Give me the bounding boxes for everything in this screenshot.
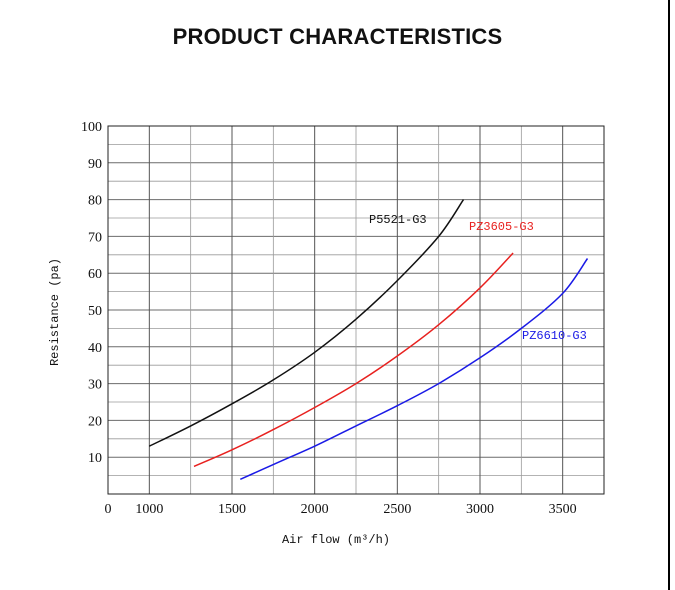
y-tick-label: 50 — [88, 304, 102, 319]
x-tick-label: 0 — [105, 502, 112, 517]
x-tick-label: 1500 — [218, 502, 246, 517]
y-tick-label: 90 — [88, 157, 102, 172]
series-line-pz6610-g3 — [239, 258, 589, 480]
x-axis-label: Air flow (m³/h) — [282, 533, 390, 547]
x-tick-label: 3500 — [549, 502, 577, 517]
series-labels: P5521-G3 PZ3605-G3 PZ6610-G3 — [369, 213, 587, 343]
series-lines — [148, 199, 589, 480]
y-tick-label: 70 — [88, 230, 102, 245]
y-axis-ticks: 10 20 30 40 50 60 70 80 90 100 — [81, 120, 102, 466]
series-line-pz3605-g3 — [193, 252, 514, 468]
y-tick-label: 80 — [88, 194, 102, 209]
y-axis-label: Resistance (pa) — [48, 258, 62, 366]
x-axis-ticks: 0 1000 1500 2000 2500 3000 3500 — [105, 502, 577, 517]
y-tick-label: 100 — [81, 120, 102, 135]
plot-frame — [107, 125, 605, 495]
y-tick-label: 40 — [88, 341, 102, 356]
x-tick-label: 2500 — [383, 502, 411, 517]
y-tick-label: 10 — [88, 451, 102, 466]
right-border-line — [668, 0, 670, 590]
y-tick-label: 20 — [88, 414, 102, 429]
series-line-p5521-g3 — [148, 199, 465, 447]
y-tick-label: 60 — [88, 267, 102, 282]
x-tick-label: 3000 — [466, 502, 494, 517]
series-label-pz6610-g3: PZ6610-G3 — [522, 329, 587, 343]
series-label-p5521-g3: P5521-G3 — [369, 213, 427, 227]
x-tick-label: 1000 — [135, 502, 163, 517]
page-title: PRODUCT CHARACTERISTICS — [172, 24, 503, 49]
series-label-pz3605-g3: PZ3605-G3 — [469, 220, 534, 234]
x-tick-label: 2000 — [301, 502, 329, 517]
y-tick-label: 30 — [88, 378, 102, 393]
chart-grid — [108, 126, 604, 494]
